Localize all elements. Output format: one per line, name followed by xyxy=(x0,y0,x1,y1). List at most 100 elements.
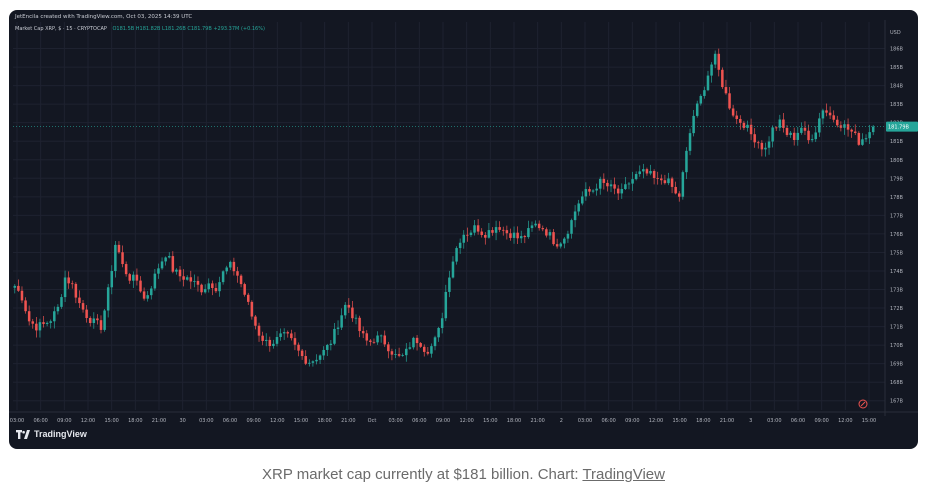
candle-body xyxy=(846,124,850,130)
x-tick-label: 18:00 xyxy=(696,418,710,424)
candle-body xyxy=(160,261,164,269)
candle-body xyxy=(663,180,667,184)
candle-body xyxy=(810,139,814,141)
x-tick-label: 09:00 xyxy=(436,418,450,424)
candle-body xyxy=(433,337,437,347)
candle-body xyxy=(167,256,171,258)
candle-body xyxy=(164,257,167,262)
candle-body xyxy=(581,196,584,204)
grid-layer xyxy=(13,22,885,410)
candle-body xyxy=(667,178,670,184)
brand-name: TradingView xyxy=(34,429,87,439)
candle-body xyxy=(462,234,466,243)
x-axis: 03:00 06:00 09:00 12:00 15:00 18:00 21:00 30 03:… xyxy=(9,411,918,424)
candle-body xyxy=(114,244,117,272)
candle-body xyxy=(315,359,318,362)
symbol-name[interactable]: Market Cap XRP, $ · 15 · CRYPTOCAP xyxy=(15,26,107,32)
x-tick-label: 18:00 xyxy=(128,418,142,424)
candle-body xyxy=(624,184,627,190)
x-tick-label: 15:00 xyxy=(672,418,686,424)
candle-body xyxy=(365,333,369,341)
reset-chart-icon[interactable] xyxy=(858,399,868,409)
candle-body xyxy=(494,227,498,233)
candle-body xyxy=(379,335,383,337)
y-tick-label: 167B xyxy=(890,399,904,405)
candle-body xyxy=(300,350,304,357)
candle-body xyxy=(297,344,300,351)
candle-body xyxy=(724,87,728,94)
x-tick-label: 06:00 xyxy=(601,418,615,424)
x-tick-label: 06:00 xyxy=(223,418,237,424)
candle-body xyxy=(185,277,189,280)
candle-body xyxy=(455,248,458,262)
candle-body xyxy=(828,112,832,116)
candle-body xyxy=(286,332,290,334)
candle-body xyxy=(207,283,211,290)
candle-body xyxy=(343,304,347,316)
candle-body xyxy=(735,115,738,120)
x-tick-label: 09:00 xyxy=(625,418,639,424)
price-badge-layer: 181.79B xyxy=(13,121,918,132)
candle-body xyxy=(142,291,146,299)
candle-body xyxy=(677,193,681,197)
candle-body xyxy=(699,95,703,104)
candle-body xyxy=(340,315,343,328)
candle-body xyxy=(598,178,602,189)
candle-body xyxy=(491,230,494,233)
candle-body xyxy=(42,322,45,324)
candle-body xyxy=(573,211,577,221)
candle-body xyxy=(627,183,631,185)
candle-body xyxy=(814,132,817,140)
y-tick-label: 175B xyxy=(890,250,904,256)
candle-body xyxy=(774,127,778,129)
candle-body xyxy=(387,344,390,352)
candle-body xyxy=(825,110,828,113)
candle-body xyxy=(746,124,749,128)
chart-panel: USD186B185B184B183B182B181B180B179B178B1… xyxy=(9,10,918,449)
candle-body xyxy=(530,225,534,229)
candle-body xyxy=(523,236,527,238)
candle-body xyxy=(103,310,106,330)
candle-body xyxy=(674,186,677,194)
candle-body xyxy=(753,134,756,143)
candle-body xyxy=(182,276,185,280)
candle-body xyxy=(308,362,311,364)
candle-body xyxy=(71,283,74,285)
candle-body xyxy=(74,283,78,298)
candle-body xyxy=(214,288,218,292)
tradingview-logo[interactable]: TradingView xyxy=(16,429,87,439)
candle-body xyxy=(681,172,685,197)
x-tick-label: 09:00 xyxy=(246,418,260,424)
candle-body xyxy=(818,118,821,133)
y-tick-label: 180B xyxy=(890,158,904,164)
ohlc-values: O181.5B H181.82B L181.26B C181.79B +293.… xyxy=(112,26,265,32)
candle-body xyxy=(56,306,60,312)
y-tick-label: 171B xyxy=(890,325,904,331)
x-tick-label: 03:00 xyxy=(578,418,592,424)
candle-body xyxy=(415,337,419,344)
candle-body xyxy=(613,184,616,189)
x-tick-label: 09:00 xyxy=(814,418,828,424)
candle-body xyxy=(24,300,27,312)
x-tick-label: 21:00 xyxy=(530,418,544,424)
x-tick-label: 30 xyxy=(179,418,185,424)
candlestick-chart: USD186B185B184B183B182B181B180B179B178B1… xyxy=(9,20,918,424)
candle-body xyxy=(336,327,340,329)
candle-body xyxy=(642,169,645,172)
candle-body xyxy=(545,229,548,236)
candle-body xyxy=(685,150,688,173)
candle-body xyxy=(591,190,595,192)
candle-body xyxy=(35,323,38,331)
y-tick-label: 179B xyxy=(890,176,904,182)
caption-link[interactable]: TradingView xyxy=(582,466,665,483)
candle-body xyxy=(124,264,128,275)
y-tick-label: 183B xyxy=(890,102,904,108)
x-tick-label: 12:00 xyxy=(270,418,284,424)
candle-body xyxy=(128,274,131,281)
candle-body xyxy=(347,304,351,308)
candle-body xyxy=(358,317,361,332)
candle-body xyxy=(88,317,92,324)
candle-body xyxy=(807,130,810,141)
x-tick-label: 03:00 xyxy=(388,418,402,424)
candle-body xyxy=(595,188,598,191)
